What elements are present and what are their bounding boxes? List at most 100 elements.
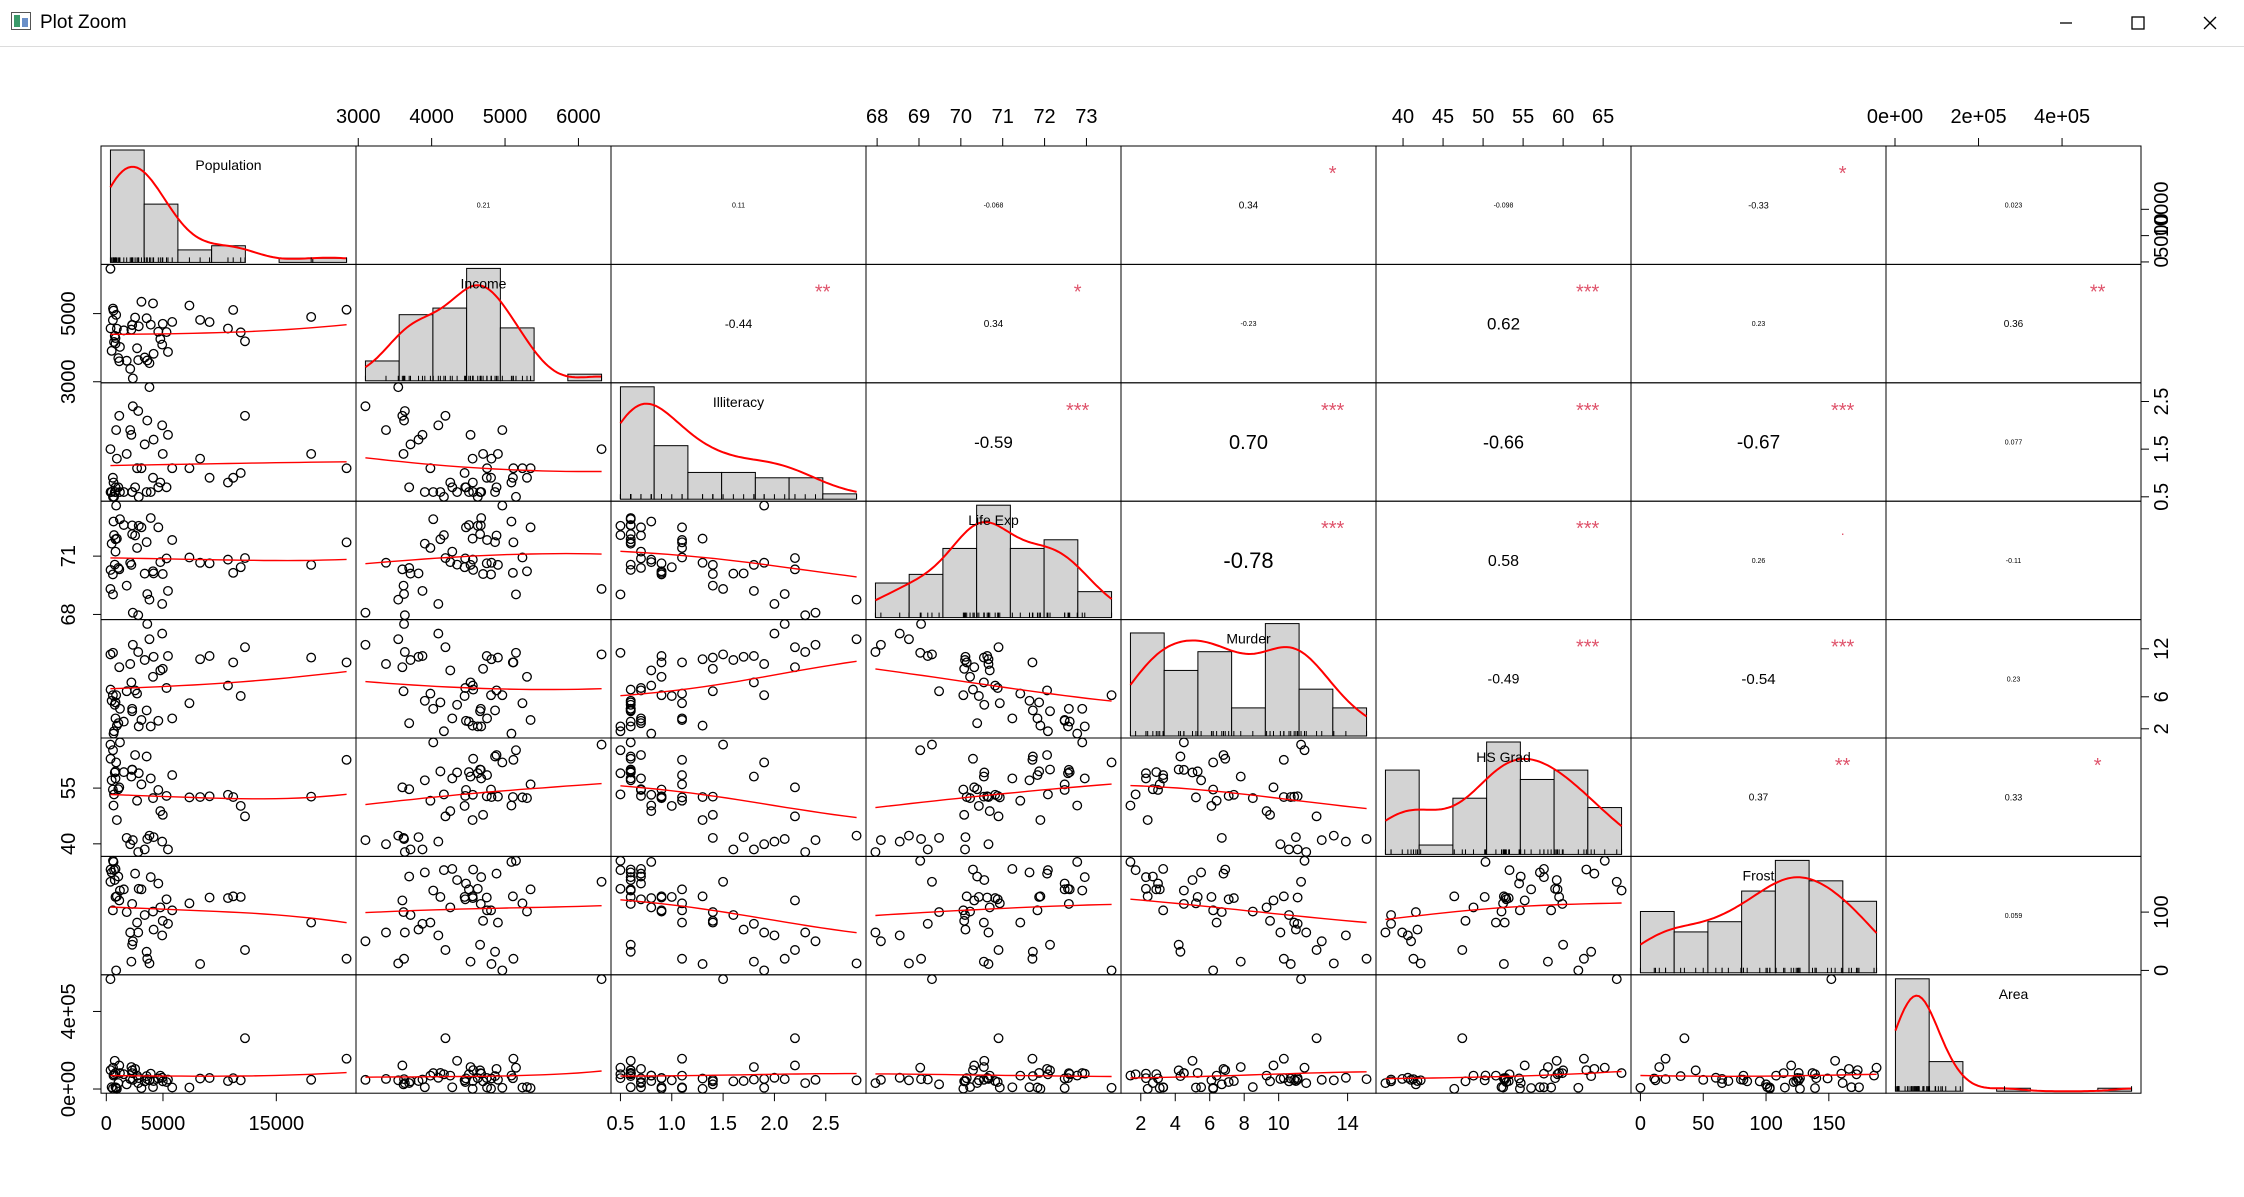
significance-stars: *** — [1831, 400, 1855, 422]
scatter-point — [790, 553, 800, 564]
scatter-point — [163, 346, 173, 357]
scatter-point — [148, 472, 158, 483]
scatter-point — [1316, 936, 1327, 947]
scatter-point — [625, 721, 636, 732]
scatter-point — [126, 677, 137, 688]
scatter-point — [697, 1083, 708, 1094]
scatter-point — [360, 936, 371, 947]
scatter-point — [1034, 697, 1045, 708]
axis-tick-label: 150 — [1812, 1113, 1845, 1135]
scatter-point — [106, 538, 117, 549]
scatter-point — [646, 728, 657, 739]
scatter-point — [511, 589, 521, 600]
histogram-bar — [754, 477, 790, 500]
scatter-point — [1151, 767, 1162, 778]
scatter-point — [1285, 959, 1296, 969]
histogram-bar — [1163, 669, 1199, 737]
correlation-value: 0.62 — [1487, 315, 1520, 334]
scatter-point — [223, 1076, 233, 1087]
scatter-point — [707, 686, 718, 697]
scatter-point — [707, 580, 718, 591]
scatter-point — [875, 1074, 886, 1085]
scatter-point — [472, 721, 483, 732]
scatter-point — [677, 953, 687, 964]
scatter-point — [525, 884, 536, 895]
axis-tick-label: 6000 — [556, 106, 601, 128]
scatter-point — [105, 1065, 116, 1076]
scatter-point — [1402, 930, 1413, 941]
scatter-point — [1027, 751, 1038, 762]
scatter-point — [467, 680, 478, 691]
panel-frame — [610, 737, 867, 857]
scatter-point — [132, 917, 143, 928]
scatter-point — [132, 688, 143, 699]
axis-tick-label: 40 — [58, 833, 80, 855]
scatter-point — [125, 927, 136, 938]
axis-tick-label: 12 — [2151, 638, 2173, 660]
histogram-bar — [1774, 859, 1810, 974]
scatter-point — [413, 832, 424, 843]
scatter-point — [468, 753, 479, 764]
scatter-point — [1072, 728, 1083, 739]
scatter-point — [1826, 974, 1837, 985]
scatter-point — [625, 537, 636, 548]
scatter-point — [1340, 836, 1351, 847]
scatter-point — [1275, 839, 1286, 850]
scatter-point — [433, 930, 444, 941]
minimize-button[interactable] — [2032, 0, 2100, 46]
scatter-point — [157, 809, 168, 820]
scatter-point — [656, 892, 667, 903]
scatter-point — [184, 1082, 195, 1093]
scatter-point — [1268, 895, 1279, 906]
scatter-point — [1717, 1073, 1728, 1084]
scatter-point — [133, 847, 144, 857]
scatter-point — [972, 718, 983, 729]
scatter-point — [155, 665, 166, 676]
scatter-point — [393, 958, 404, 969]
scatter-point — [223, 477, 233, 488]
scatter-point — [1289, 791, 1300, 802]
scatter-point — [738, 832, 749, 843]
scatter-point — [467, 891, 478, 902]
scatter-point — [109, 726, 119, 737]
scatter-point — [1178, 764, 1189, 775]
scatter-point — [915, 745, 926, 756]
scatter-point — [1079, 721, 1090, 732]
scatter-point — [491, 482, 502, 493]
scatter-point — [157, 448, 168, 459]
scatter-point — [1106, 757, 1117, 768]
scatter-point — [1042, 750, 1053, 760]
scatter-point — [107, 905, 118, 916]
scatter-point — [958, 690, 969, 701]
scatter-point — [167, 770, 178, 781]
scatter-point — [398, 686, 409, 697]
scatter-point — [759, 965, 770, 976]
close-button[interactable] — [2176, 0, 2244, 46]
scatter-point — [1551, 1055, 1562, 1066]
scatter-point — [111, 425, 122, 436]
scatter-point — [399, 927, 410, 938]
scatter-point — [646, 680, 657, 691]
scatter-point — [646, 800, 657, 811]
scatter-point — [1311, 945, 1322, 955]
scatter-point — [1261, 1070, 1272, 1081]
scatter-point — [1223, 790, 1234, 801]
scatter-point — [445, 1070, 456, 1081]
scatter-point — [1415, 958, 1426, 969]
scatter-point — [779, 619, 790, 629]
maximize-button[interactable] — [2104, 0, 2172, 46]
scatter-point — [697, 792, 708, 802]
scatter-point — [125, 363, 136, 374]
scatter-point — [625, 898, 636, 909]
scatter-point — [656, 1073, 667, 1083]
scatter-point — [419, 867, 430, 878]
scatter-point — [965, 671, 976, 682]
scatter-point — [1480, 857, 1491, 867]
scatter-point — [404, 718, 415, 729]
histogram-bar — [721, 471, 756, 500]
scatter-point — [506, 800, 517, 811]
scatter-point — [922, 1074, 933, 1085]
scatter-point — [636, 785, 646, 795]
scatter-point — [419, 775, 430, 786]
scatter-point — [105, 487, 116, 497]
